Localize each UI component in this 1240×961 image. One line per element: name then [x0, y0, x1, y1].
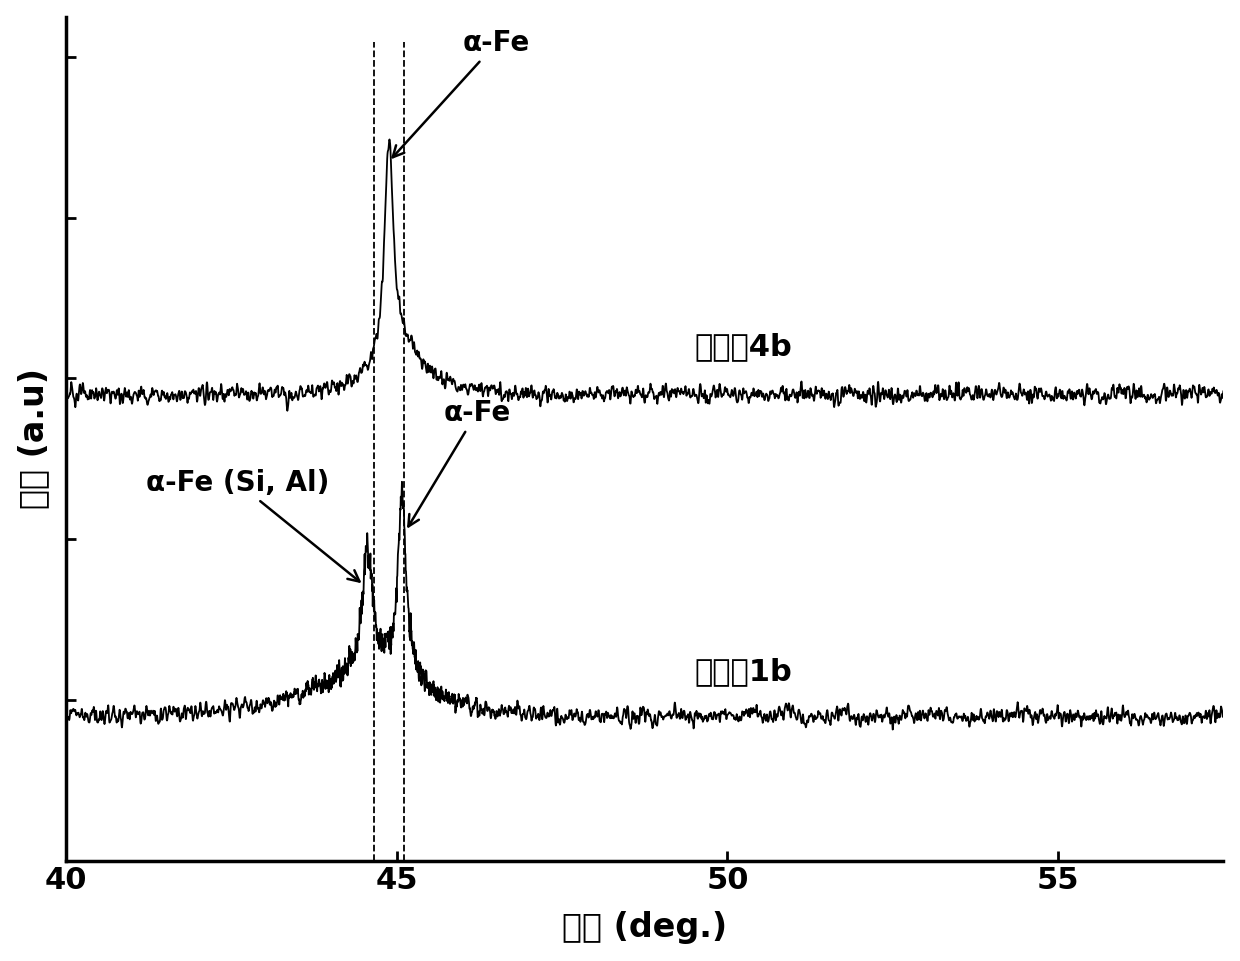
Text: α-Fe (Si, Al): α-Fe (Si, Al)	[145, 469, 360, 581]
Y-axis label: 强度 (a.u): 强度 (a.u)	[16, 368, 50, 509]
Text: α-Fe: α-Fe	[408, 399, 511, 527]
Text: α-Fe: α-Fe	[393, 29, 531, 158]
X-axis label: 角度 (deg.): 角度 (deg.)	[562, 911, 728, 945]
Text: 实施侍1b: 实施侍1b	[694, 657, 792, 686]
Text: 对比侍4b: 对比侍4b	[694, 332, 792, 360]
